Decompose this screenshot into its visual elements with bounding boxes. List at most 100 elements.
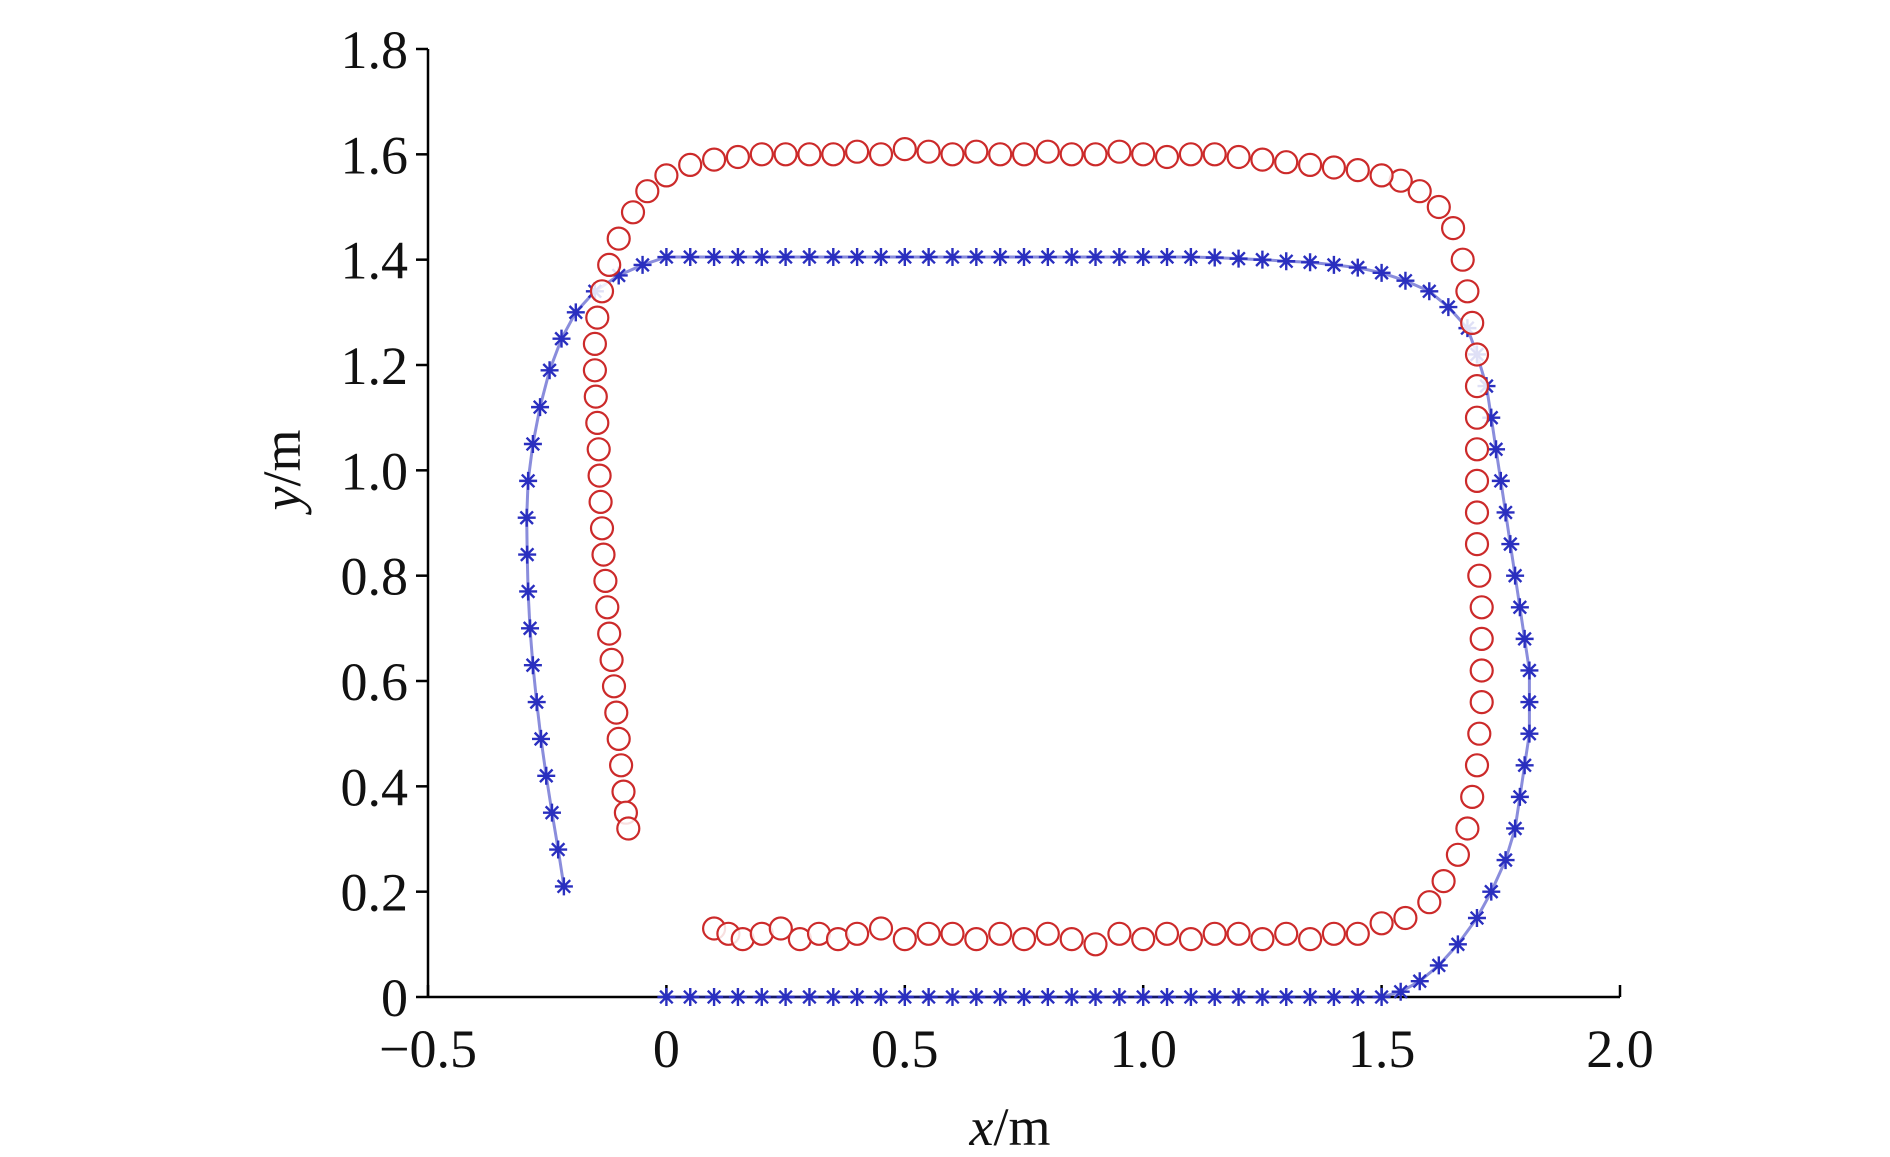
circle-marker [591, 542, 616, 567]
circle-marker [964, 926, 989, 952]
star-marker [1482, 882, 1501, 901]
circle-marker [1455, 279, 1480, 304]
circle-marker [749, 142, 774, 167]
circle-marker [1202, 142, 1227, 167]
star-marker [1410, 972, 1429, 991]
circle-marker [1440, 216, 1466, 241]
circle-marker [597, 621, 622, 646]
star-marker [752, 248, 771, 267]
y-axis-variable: y [252, 486, 312, 515]
circle-marker [654, 163, 679, 188]
circle-marker [587, 463, 612, 488]
circle-marker [1464, 500, 1490, 525]
star-marker [919, 988, 938, 1006]
star-marker [1253, 250, 1272, 269]
star-marker [540, 361, 559, 380]
y-tick-label: 0 [381, 968, 408, 1028]
circle-marker [1178, 926, 1204, 952]
star-marker [1229, 249, 1248, 268]
star-marker [1396, 271, 1415, 290]
circle-marker [1202, 921, 1227, 946]
star-marker [1205, 248, 1224, 267]
star-marker [800, 988, 819, 1006]
circle-marker [1131, 142, 1156, 167]
x-axis-title: x/m [969, 1097, 1051, 1157]
star-marker [895, 248, 914, 267]
star-marker [1501, 535, 1520, 554]
star-marker [1372, 263, 1391, 282]
star-marker [967, 248, 986, 267]
circle-marker [844, 139, 870, 164]
star-marker [532, 729, 551, 748]
circle-marker [940, 921, 965, 946]
star-marker [728, 988, 747, 1006]
star-marker [1038, 248, 1057, 267]
circle-marker [678, 152, 703, 177]
circle-marker [1274, 150, 1299, 175]
y-tick-label: 1.6 [341, 125, 409, 185]
star-marker [1181, 248, 1200, 267]
circle-marker [604, 700, 629, 725]
star-marker [1467, 909, 1486, 927]
star-marker [566, 303, 585, 322]
circle-marker [595, 595, 620, 620]
circle-marker [1131, 926, 1156, 952]
circle-marker [1460, 784, 1485, 810]
star-marker [800, 248, 819, 267]
circle-marker [940, 142, 965, 167]
star-marker [1062, 248, 1081, 267]
star-marker [1324, 255, 1343, 274]
circle-marker [797, 142, 822, 167]
circle-marker [582, 358, 608, 383]
star-marker [1520, 661, 1539, 680]
star-marker [1391, 982, 1410, 1001]
star-marker [1510, 598, 1529, 617]
star-marker [871, 988, 890, 1006]
circle-marker [599, 647, 624, 673]
star-marker [1205, 988, 1224, 1006]
y-tick-label: 1.2 [341, 336, 409, 396]
x-tick-label: 2.0 [1586, 1019, 1654, 1079]
star-marker [1496, 851, 1515, 870]
circle-marker [1011, 926, 1037, 952]
star-marker [1506, 819, 1525, 838]
circle-marker [1250, 926, 1275, 952]
star-marker [681, 248, 700, 267]
star-marker [1110, 248, 1129, 267]
circle-marker [589, 279, 615, 304]
star-marker [1491, 471, 1510, 490]
circle-marker [1250, 147, 1275, 172]
star-marker [848, 248, 867, 267]
circle-marker [1464, 753, 1490, 778]
x-axis-unit: /m [993, 1097, 1050, 1157]
circle-marker [1467, 721, 1492, 746]
star-marker [1482, 408, 1501, 427]
star-marker [554, 877, 573, 896]
star-marker [1134, 988, 1153, 1006]
circle-marker [635, 179, 660, 204]
star-marker [752, 988, 771, 1006]
circle-marker [1369, 911, 1394, 936]
y-axis-title: y/m [252, 430, 312, 516]
circle-marker [1464, 531, 1490, 557]
circle-marker [606, 726, 631, 752]
circle-marker [1407, 179, 1432, 204]
circle-marker [1469, 626, 1494, 652]
circle-marker [606, 226, 631, 251]
circle-marker [585, 305, 610, 330]
circle-marker [1297, 926, 1323, 952]
star-marker [537, 766, 556, 785]
circle-marker [1083, 142, 1108, 167]
star-marker [1277, 988, 1296, 1006]
star-marker [1229, 988, 1248, 1006]
y-tick-label: 1.4 [341, 231, 409, 291]
star-marker [552, 329, 571, 348]
circle-marker [868, 142, 894, 167]
star-marker [542, 803, 561, 822]
circle-marker [868, 916, 894, 941]
star-marker [549, 840, 568, 859]
star-marker [1015, 988, 1033, 1006]
circle-marker [892, 926, 917, 952]
star-marker [1253, 988, 1272, 1006]
